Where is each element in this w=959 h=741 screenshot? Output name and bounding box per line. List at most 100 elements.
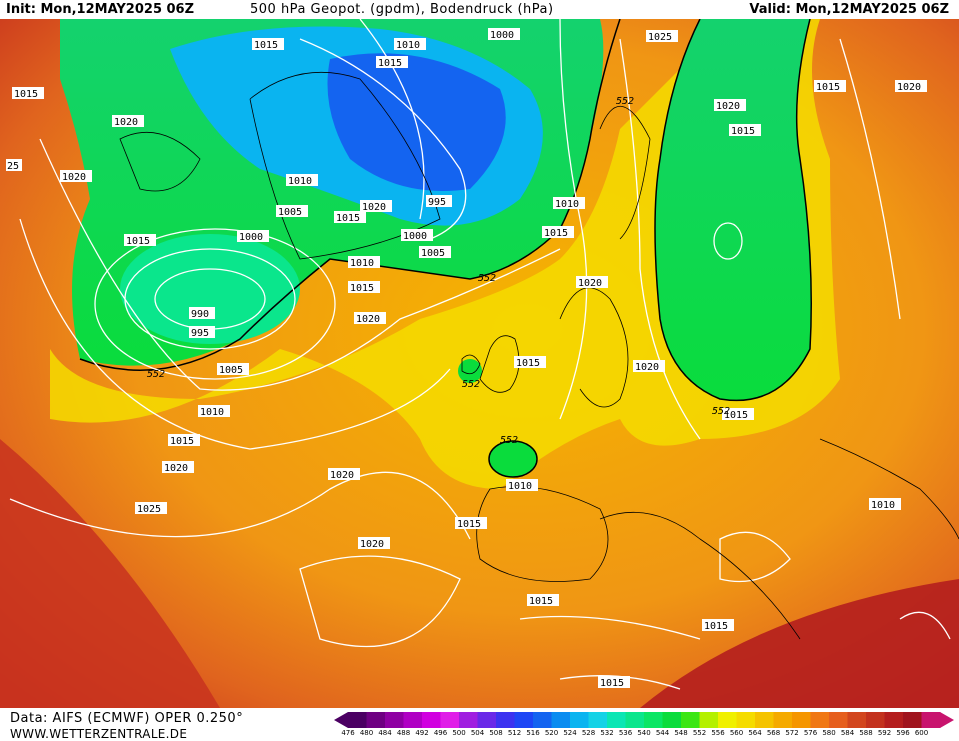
label-15: 1000: [401, 229, 433, 242]
colorbar-tick-label: 588: [859, 729, 873, 737]
svg-text:1015: 1015: [170, 436, 194, 447]
svg-text:1020: 1020: [114, 117, 138, 128]
colorbar-swatch: [866, 712, 885, 728]
trough-deep-blue: [327, 53, 506, 192]
label-12: 1020: [360, 200, 392, 213]
svg-text:1005: 1005: [219, 365, 243, 376]
svg-text:1015: 1015: [457, 519, 481, 530]
colorbar-tick-label: 516: [526, 729, 540, 737]
svg-text:1015: 1015: [544, 228, 568, 239]
label-17: 1015: [542, 226, 574, 239]
colorbar-tick-label: 512: [507, 729, 522, 737]
colorbar-tick-label: 552: [692, 729, 707, 737]
colorbar-tick-label: 476: [341, 729, 355, 737]
svg-text:1010: 1010: [288, 176, 312, 187]
svg-text:552: 552: [147, 369, 165, 380]
svg-text:1020: 1020: [716, 101, 740, 112]
svg-text:552: 552: [500, 435, 518, 446]
svg-text:1010: 1010: [200, 407, 224, 418]
colorbar-tick-label: 536: [618, 729, 633, 737]
colorbar-tick-label: 480: [359, 729, 374, 737]
colorbar-swatch: [681, 712, 700, 728]
label-30: 1020: [162, 461, 194, 474]
label-27: 1005: [217, 363, 249, 376]
svg-text:1015: 1015: [126, 236, 150, 247]
colorbar-swatch: [718, 712, 737, 728]
colorbar-swatch: [736, 712, 756, 728]
colorbar-tick-label: 572: [785, 729, 799, 737]
svg-text:1020: 1020: [62, 172, 86, 183]
colorbar-swatch: [366, 712, 386, 728]
label-39: 1010: [869, 498, 901, 511]
label-21: 1015: [124, 234, 156, 247]
label-11: 1015: [334, 211, 366, 224]
svg-text:1015: 1015: [336, 213, 360, 224]
valid-time: Valid: Mon,12MAY2025 06Z: [749, 2, 949, 17]
colorbar-tick-label: 600: [914, 729, 929, 737]
colorbar-tick-label: 584: [840, 729, 855, 737]
svg-text:1015: 1015: [254, 40, 278, 51]
svg-text:1015: 1015: [731, 126, 755, 137]
colorbar: [334, 712, 954, 728]
label-38: 1015: [527, 594, 559, 607]
colorbar-swatch: [792, 712, 811, 728]
svg-text:25: 25: [7, 161, 19, 172]
label-35: 1010: [506, 479, 538, 492]
colorbar-swatch: [625, 712, 645, 728]
label-31: 1025: [135, 502, 167, 515]
contour-552-east: [654, 19, 812, 402]
svg-text:1020: 1020: [362, 202, 386, 213]
coastlines: [119, 71, 959, 640]
svg-text:552: 552: [462, 379, 480, 390]
colorbar-tick-label: 576: [803, 729, 818, 737]
label-13: 995: [426, 195, 452, 208]
colorbar-swatch: [847, 712, 867, 728]
svg-text:1020: 1020: [164, 463, 188, 474]
website-credit[interactable]: WWW.WETTERZENTRALE.DE: [10, 727, 188, 741]
colorbar-tick-label: 540: [637, 729, 651, 737]
label-5: 1015: [376, 56, 408, 69]
colorbar-tick-label: 532: [600, 729, 614, 737]
map-header: Init: Mon,12MAY2025 06Z 500 hPa Geopot. …: [0, 0, 959, 19]
svg-text:1015: 1015: [724, 410, 748, 421]
svg-text:1005: 1005: [421, 248, 445, 259]
svg-text:1000: 1000: [403, 231, 427, 242]
high-height-southeast: [640, 579, 959, 708]
label-3: 1000: [488, 28, 520, 41]
svg-text:1025: 1025: [137, 504, 161, 515]
svg-text:552: 552: [616, 96, 634, 107]
colorbar-swatch: [477, 712, 497, 728]
svg-text:1010: 1010: [555, 199, 579, 210]
colorbar-tick-label: 488: [396, 729, 411, 737]
svg-text:995: 995: [428, 197, 446, 208]
colorbar-swatch: [570, 712, 589, 728]
colorbar-swatch: [810, 712, 830, 728]
label-18: 1010: [348, 256, 380, 269]
colorbar-swatch: [385, 712, 404, 728]
svg-text:1025: 1025: [648, 32, 672, 43]
high-height-south: [0, 439, 220, 708]
svg-text:1015: 1015: [816, 82, 840, 93]
colorbar-tick-label: 568: [766, 729, 781, 737]
colorbar-tick-label: 560: [729, 729, 744, 737]
label-10: 1005: [276, 205, 308, 218]
colorbar-swatch: [496, 712, 515, 728]
colorbar-swatch: [773, 712, 793, 728]
svg-text:1020: 1020: [635, 362, 659, 373]
label-42: 1015: [702, 619, 734, 632]
label-16: 1005: [419, 246, 451, 259]
svg-text:1005: 1005: [278, 207, 302, 218]
label-8: 1015: [814, 80, 846, 93]
colorbar-swatch: [644, 712, 663, 728]
cutoff-ireland: [458, 359, 482, 383]
label-26: 995: [189, 326, 215, 339]
colorbar-swatch: [921, 712, 941, 728]
colorbar-swatch: [607, 712, 626, 728]
label-36: 1015: [514, 356, 546, 369]
colorbar-swatch: [348, 712, 367, 728]
label-4: 1025: [646, 30, 678, 43]
gpdm-labels: 552 552 552 552 552 552: [147, 96, 730, 446]
label-23: 1020: [112, 115, 144, 128]
svg-text:990: 990: [191, 309, 209, 320]
svg-text:995: 995: [191, 328, 209, 339]
